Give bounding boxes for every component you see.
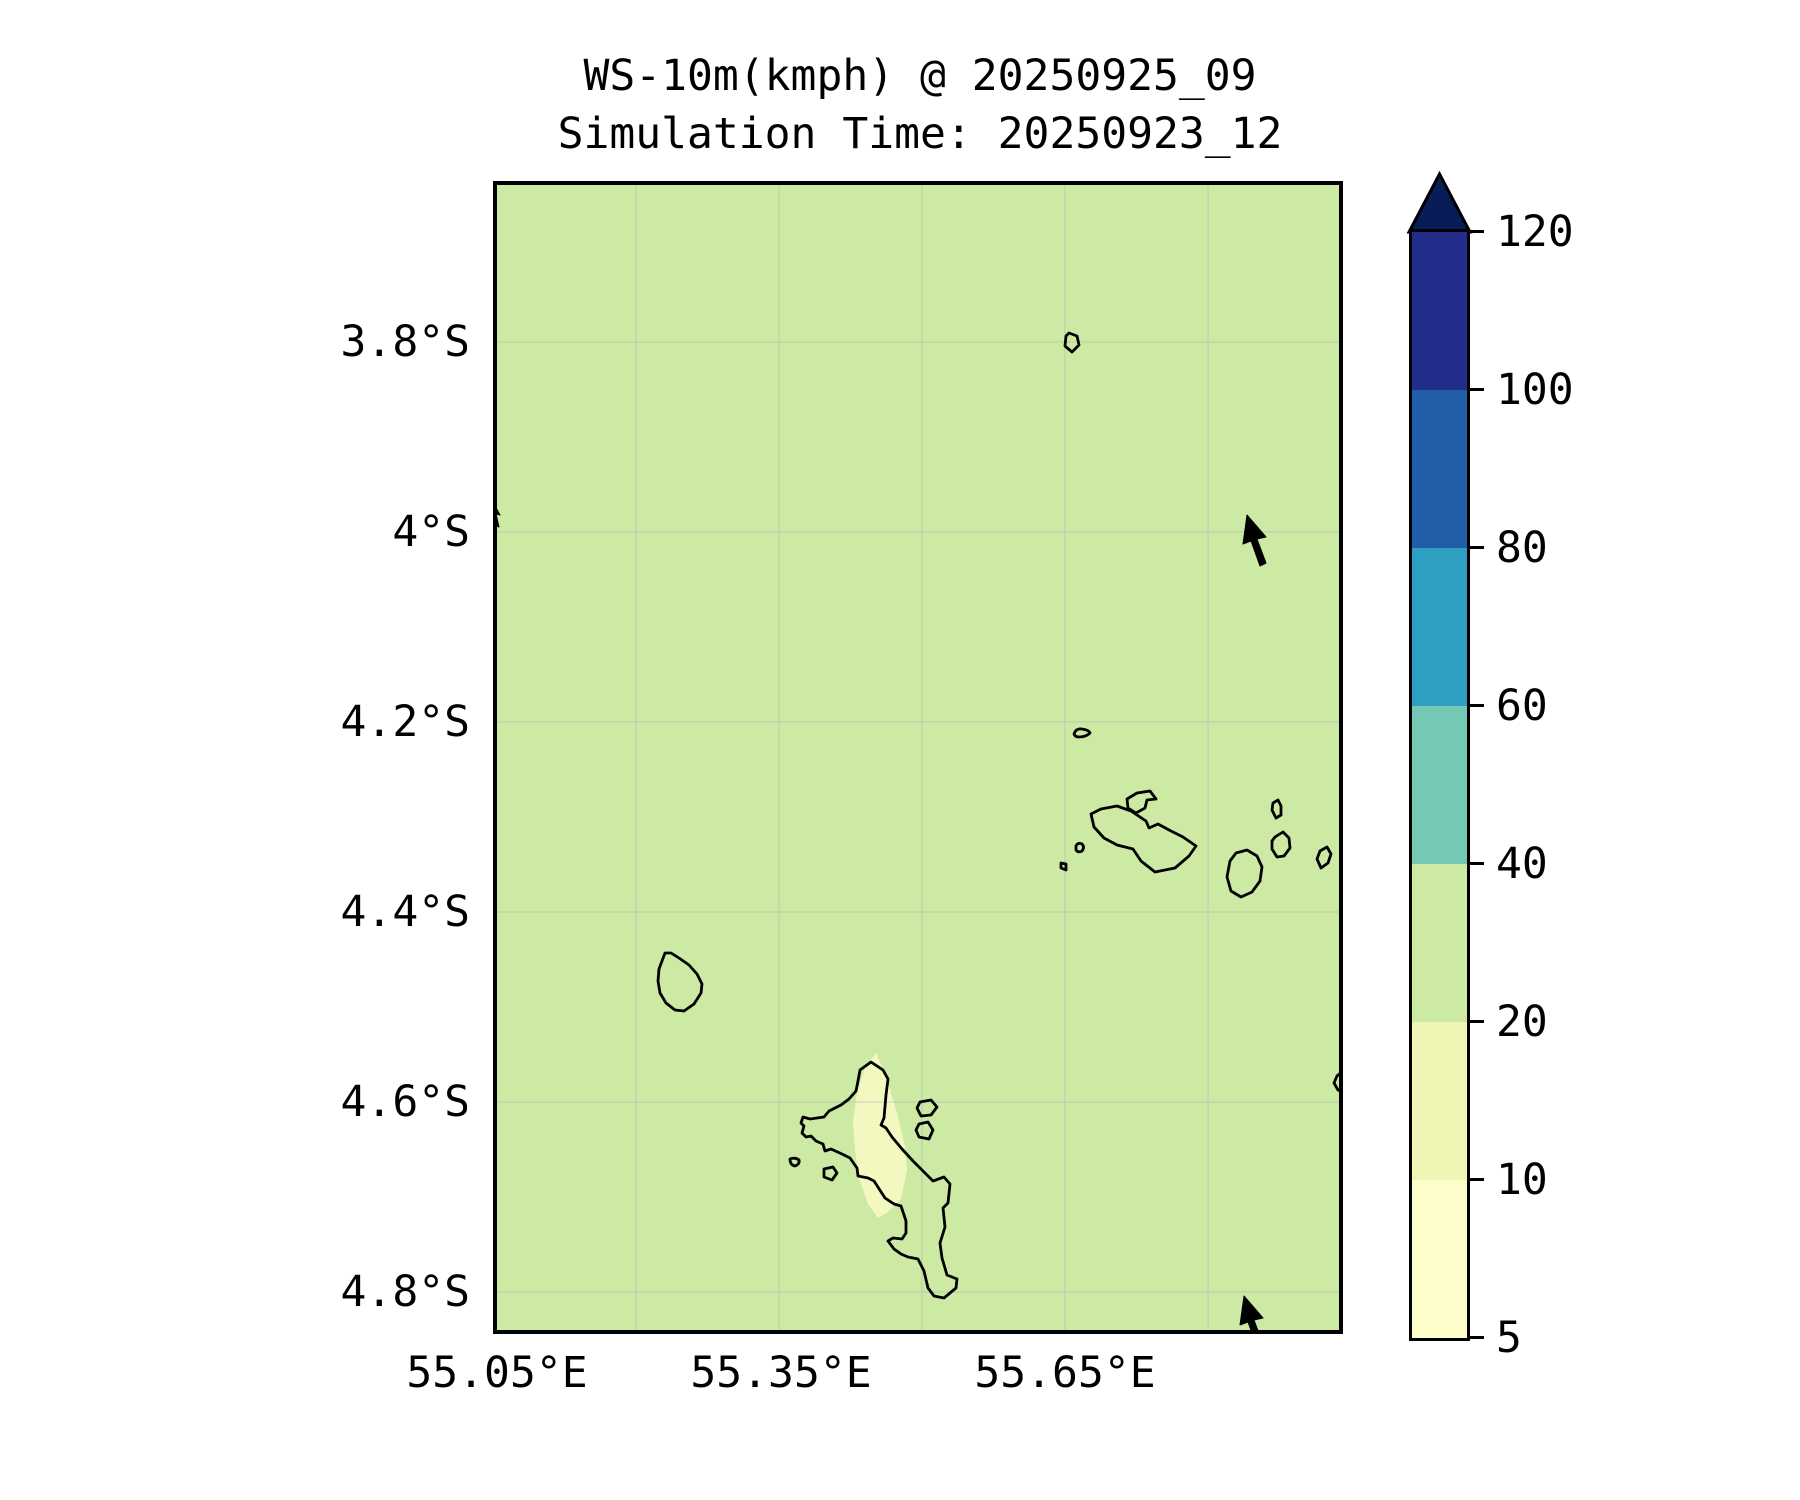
island-outline-therese [788,1156,801,1168]
colorbar-tick-100 [1470,388,1484,391]
island-outline-praslin [1089,804,1198,874]
x-tick-label-55-65e: 55.65°E [974,1348,1156,1398]
island-outline-silhouette [656,951,704,1013]
colorbar-segment-5-10 [1412,1180,1467,1338]
colorbar-segment-40-60 [1412,706,1467,864]
y-tick-label-4s: 4°S [392,507,470,557]
colorbar-tick-80 [1470,546,1484,549]
wind-arrow-lower-right [1239,1295,1264,1334]
colorbar-tick-40 [1470,862,1484,865]
colorbar-label-10: 10 [1496,1155,1548,1205]
colorbar-segment-80-100 [1412,390,1467,548]
colorbar-segment-10-20 [1412,1022,1467,1180]
colorbar-segment-100-120 [1412,232,1467,390]
y-tick-label-4-4s: 4.4°S [340,887,470,937]
colorbar-label-20: 20 [1496,997,1548,1047]
y-tick-label-3-8s: 3.8°S [340,317,470,367]
x-tick-label-55-05e: 55.05°E [406,1348,588,1398]
y-tick-label-4-2s: 4.2°S [340,697,470,747]
island-outline-mahe [799,1060,959,1300]
colorbar-segment-20-40 [1412,864,1467,1022]
colorbar-tick-5 [1470,1336,1484,1339]
wind-field-fill [493,181,1343,1334]
x-tick-label-55-35e: 55.35°E [690,1348,872,1398]
colorbar-label-5: 5 [1496,1313,1522,1363]
island-outline-ladigue [1225,848,1264,899]
island-outline-dash-islet [1072,727,1092,739]
map-border [493,181,1343,1334]
graticule-gridlines [493,181,1343,1334]
colorbar-label-100: 100 [1496,365,1574,415]
colorbar-tick-120 [1470,230,1484,233]
island-outline-tiny-islet [1059,861,1068,872]
plot-subtitle: Simulation Time: 20250923_12 [557,109,1283,159]
island-outline-islet-north-ladigue [1270,798,1283,820]
colorbar-segment-60-80 [1412,548,1467,706]
colorbar [1409,229,1470,1341]
island-outline-north-islet [1063,331,1081,354]
colorbar-label-80: 80 [1496,523,1548,573]
island-outline-steanne [915,1098,939,1118]
y-tick-label-4-8s: 4.8°S [340,1267,470,1317]
colorbar-extend-triangle [1406,171,1473,234]
colorbar-label-60: 60 [1496,681,1548,731]
wind-arrow-upper-right [1242,514,1267,567]
map-plot-area [493,181,1343,1334]
island-outline-felicite [1270,830,1292,859]
colorbar-tick-20 [1470,1020,1484,1023]
colorbar-label-40: 40 [1496,839,1548,889]
island-outline-cerf [914,1120,935,1141]
plot-title: WS-10m(kmph) @ 20250925_09 [583,51,1257,101]
island-outline-conception [822,1165,839,1182]
island-outline-islet-sw-praslin [1074,841,1085,854]
colorbar-tick-10 [1470,1178,1484,1181]
y-tick-label-4-6s: 4.6°S [340,1077,470,1127]
colorbar-label-120: 120 [1496,207,1574,257]
island-outline-islet-east [1315,845,1333,870]
colorbar-tick-60 [1470,704,1484,707]
